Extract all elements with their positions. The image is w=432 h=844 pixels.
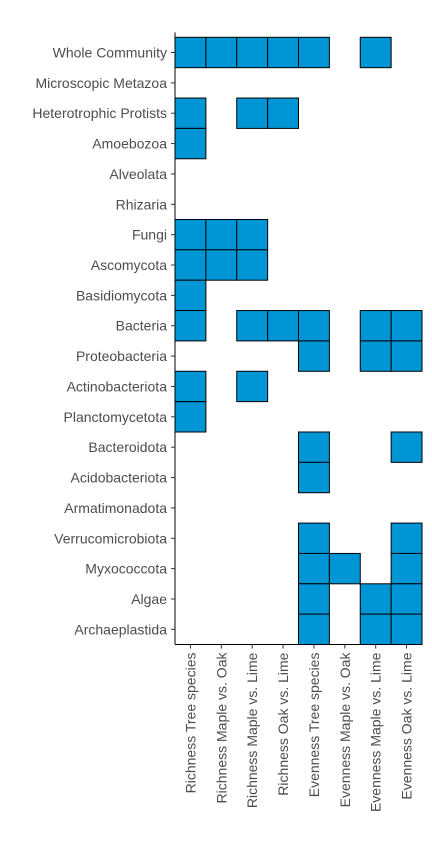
heatmap-cell <box>390 613 423 646</box>
y-tick-label: Bacteroidota <box>88 439 167 455</box>
heatmap-cell <box>298 310 330 342</box>
y-tick-label: Actinobacteriota <box>67 378 168 394</box>
heatmap-cell <box>205 249 238 281</box>
y-tick-label: Proteobacteria <box>76 348 167 364</box>
chart-axes <box>171 32 422 649</box>
heatmap-cell <box>390 340 423 372</box>
heatmap-cell <box>328 552 361 585</box>
y-tick-label: Armatimonadota <box>64 500 167 516</box>
x-tick-label: Richness Maple vs. Oak <box>213 652 229 804</box>
heatmap-cell <box>298 36 330 69</box>
y-tick-label: Whole Community <box>53 45 167 61</box>
heatmap-cell <box>359 36 392 69</box>
heatmap-cells <box>174 36 423 646</box>
heatmap-cell <box>359 613 392 646</box>
heatmap-cell <box>236 310 269 342</box>
heatmap-cell <box>298 552 330 585</box>
x-tick-label: Richness Tree species <box>182 653 198 794</box>
y-tick-label: Myxococcota <box>85 561 167 577</box>
heatmap-cell <box>174 279 207 312</box>
heatmap-cell <box>236 36 269 69</box>
heatmap-cell <box>267 97 300 129</box>
heatmap-cell <box>298 461 330 494</box>
heatmap-cell <box>390 583 423 615</box>
y-axis-labels: Whole Community Microscopic Metazoa Hetero… <box>32 45 167 638</box>
heatmap-cell <box>174 218 207 251</box>
heatmap-cell <box>359 583 392 615</box>
y-tick-label: Bacteria <box>116 318 168 334</box>
y-tick-label: Ascomycota <box>91 257 167 273</box>
heatmap-cell <box>205 36 238 69</box>
heatmap-cell <box>267 310 300 342</box>
y-tick-label: Fungi <box>132 227 167 243</box>
y-tick-label: Alveolata <box>109 166 167 182</box>
x-tick-label: Evenness Maple vs. Oak <box>337 652 353 808</box>
heatmap-cell <box>390 431 423 463</box>
heatmap-cell <box>390 522 423 554</box>
heatmap-cell <box>174 249 207 281</box>
heatmap-cell <box>236 370 269 403</box>
y-tick-label: Rhizaria <box>116 196 168 212</box>
y-tick-label: Microscopic Metazoa <box>36 75 168 91</box>
heatmap-cell <box>205 218 238 251</box>
heatmap-cell <box>359 310 392 342</box>
heatmap-cell <box>298 522 330 554</box>
x-tick-label: Evenness Oak vs. Lime <box>399 652 415 799</box>
y-tick-label: Archaeplastida <box>74 621 167 637</box>
x-tick-label: Evenness Maple vs. Lime <box>368 652 384 812</box>
x-tick-label: Evenness Tree species <box>306 653 322 798</box>
y-tick-label: Amoebozoa <box>92 136 167 152</box>
y-tick-label: Basidiomycota <box>76 287 167 303</box>
x-tick-label: Richness Oak vs. Lime <box>275 652 291 795</box>
y-tick-label: Acidobacteriota <box>70 470 167 486</box>
heatmap-cell <box>174 97 207 129</box>
y-tick-label: Verrucomicrobiota <box>54 530 167 546</box>
heatmap-cell <box>236 249 269 281</box>
y-tick-label: Heterotrophic Protists <box>32 105 167 121</box>
heatmap-cell <box>236 97 269 129</box>
heatmap-cell <box>390 310 423 342</box>
y-tick-label: Algae <box>131 591 167 607</box>
heatmap-cell <box>267 36 300 69</box>
y-tick-label: Planctomycetota <box>64 409 168 425</box>
heatmap-cell <box>174 36 207 69</box>
heatmap-cell <box>298 431 330 463</box>
heatmap-cell <box>298 340 330 372</box>
heatmap-cell <box>359 340 392 372</box>
heatmap-cell <box>298 613 330 646</box>
heatmap-cell <box>236 218 269 251</box>
x-axis-labels: Richness Tree species Richness Maple vs. … <box>182 652 414 813</box>
heatmap-cell <box>298 583 330 615</box>
heatmap-cell <box>390 552 423 585</box>
x-tick-label: Richness Maple vs. Lime <box>244 652 260 808</box>
heatmap-cell <box>174 310 207 342</box>
heatmap-cell <box>174 127 207 160</box>
heatmap-cell <box>174 370 207 403</box>
heatmap-cell <box>174 401 207 433</box>
